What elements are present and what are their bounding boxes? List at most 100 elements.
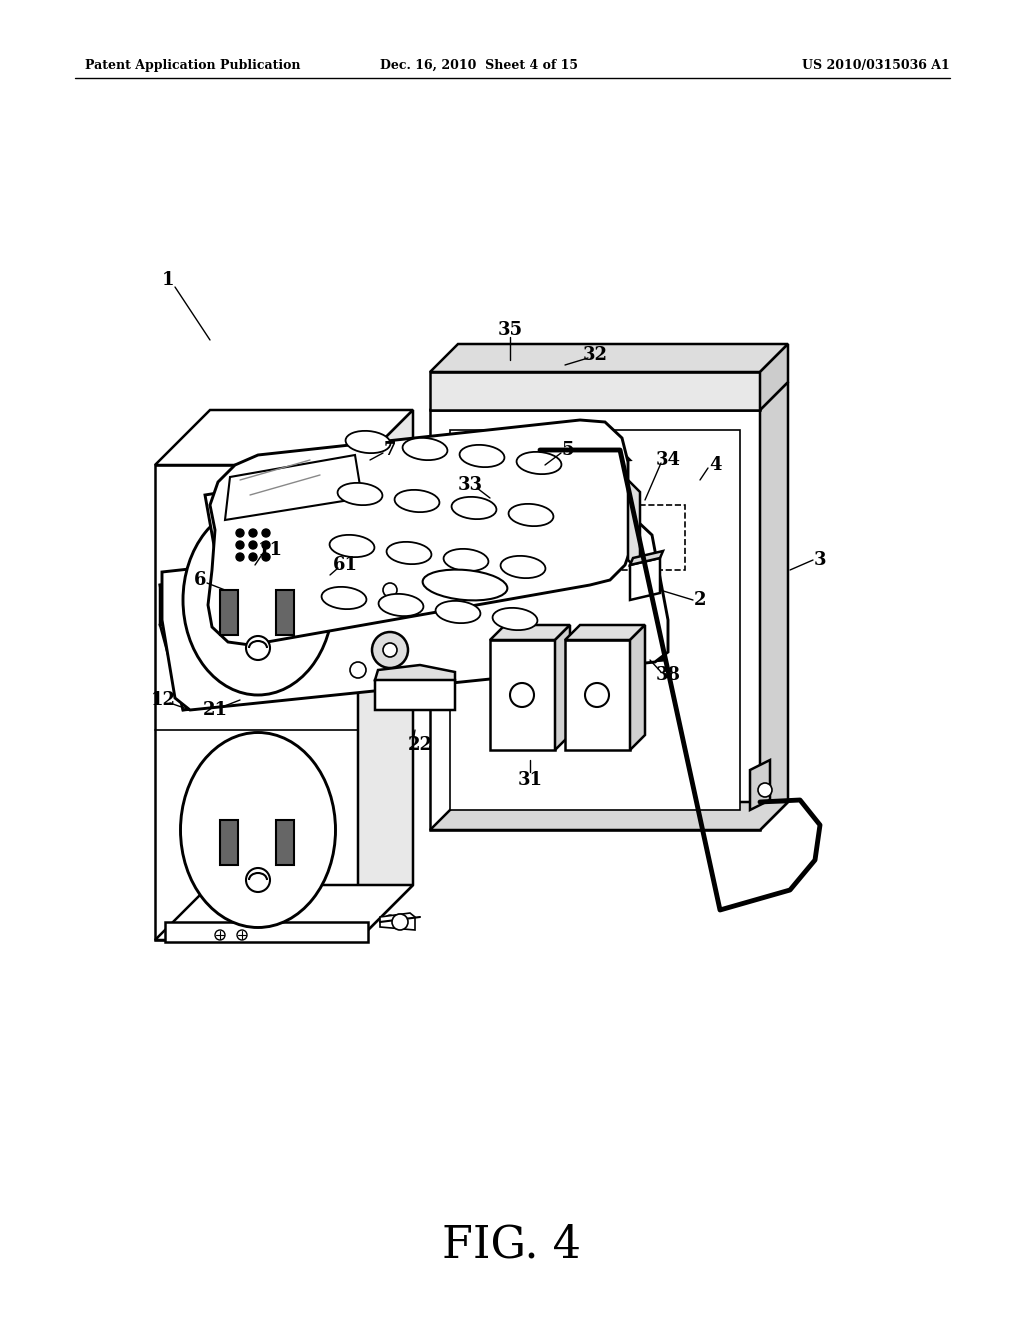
Circle shape bbox=[237, 931, 247, 940]
Text: 2: 2 bbox=[693, 591, 707, 609]
Ellipse shape bbox=[516, 451, 561, 474]
Polygon shape bbox=[490, 624, 570, 640]
Polygon shape bbox=[220, 590, 238, 635]
Polygon shape bbox=[760, 381, 788, 830]
Polygon shape bbox=[276, 590, 294, 635]
Polygon shape bbox=[162, 520, 668, 710]
Ellipse shape bbox=[501, 556, 546, 578]
Circle shape bbox=[249, 541, 257, 549]
Text: 12: 12 bbox=[151, 690, 175, 709]
Circle shape bbox=[246, 636, 270, 660]
Ellipse shape bbox=[460, 445, 505, 467]
Ellipse shape bbox=[423, 570, 507, 601]
Circle shape bbox=[372, 572, 408, 609]
Polygon shape bbox=[555, 624, 570, 750]
Polygon shape bbox=[430, 372, 760, 411]
Text: 7: 7 bbox=[384, 441, 396, 459]
Polygon shape bbox=[160, 535, 663, 710]
Circle shape bbox=[246, 869, 270, 892]
Text: Patent Application Publication: Patent Application Publication bbox=[85, 58, 300, 71]
Polygon shape bbox=[155, 884, 413, 940]
Text: Dec. 16, 2010  Sheet 4 of 15: Dec. 16, 2010 Sheet 4 of 15 bbox=[380, 58, 578, 71]
Text: 32: 32 bbox=[583, 346, 607, 364]
Polygon shape bbox=[490, 640, 555, 750]
Polygon shape bbox=[630, 558, 660, 601]
Polygon shape bbox=[225, 455, 362, 520]
Circle shape bbox=[262, 541, 270, 549]
Circle shape bbox=[236, 553, 244, 561]
Text: 4: 4 bbox=[709, 455, 721, 474]
Polygon shape bbox=[430, 345, 788, 372]
Polygon shape bbox=[450, 430, 740, 810]
Text: 31: 31 bbox=[517, 771, 543, 789]
Polygon shape bbox=[430, 803, 788, 830]
Polygon shape bbox=[565, 624, 645, 640]
Ellipse shape bbox=[345, 430, 390, 453]
Text: 35: 35 bbox=[498, 321, 522, 339]
Text: 38: 38 bbox=[655, 667, 681, 684]
Text: 21: 21 bbox=[203, 701, 227, 719]
Text: US 2010/0315036 A1: US 2010/0315036 A1 bbox=[802, 58, 950, 71]
Text: 1: 1 bbox=[162, 271, 174, 289]
Polygon shape bbox=[250, 425, 630, 495]
Circle shape bbox=[249, 553, 257, 561]
Circle shape bbox=[392, 913, 408, 931]
Circle shape bbox=[385, 915, 395, 925]
Polygon shape bbox=[750, 760, 770, 810]
Polygon shape bbox=[160, 535, 640, 624]
Polygon shape bbox=[430, 411, 760, 830]
Ellipse shape bbox=[443, 549, 488, 572]
Polygon shape bbox=[630, 624, 645, 750]
Ellipse shape bbox=[322, 587, 367, 609]
Ellipse shape bbox=[493, 609, 538, 630]
Polygon shape bbox=[358, 411, 413, 940]
Polygon shape bbox=[160, 576, 663, 710]
Circle shape bbox=[249, 529, 257, 537]
Polygon shape bbox=[155, 465, 358, 940]
Polygon shape bbox=[375, 675, 455, 710]
Circle shape bbox=[215, 931, 225, 940]
Polygon shape bbox=[375, 665, 455, 680]
Circle shape bbox=[236, 541, 244, 549]
Text: 11: 11 bbox=[257, 541, 283, 558]
Polygon shape bbox=[155, 411, 413, 465]
Text: FIG. 4: FIG. 4 bbox=[442, 1224, 582, 1267]
Polygon shape bbox=[565, 640, 630, 750]
Text: 6: 6 bbox=[194, 572, 206, 589]
Circle shape bbox=[758, 783, 772, 797]
Circle shape bbox=[262, 529, 270, 537]
Circle shape bbox=[262, 553, 270, 561]
Polygon shape bbox=[430, 381, 788, 411]
Polygon shape bbox=[630, 550, 663, 565]
Circle shape bbox=[383, 583, 397, 597]
Ellipse shape bbox=[379, 594, 424, 616]
Ellipse shape bbox=[435, 601, 480, 623]
Polygon shape bbox=[640, 535, 663, 660]
Ellipse shape bbox=[387, 543, 431, 564]
Text: 3: 3 bbox=[814, 550, 826, 569]
Polygon shape bbox=[370, 572, 410, 668]
Ellipse shape bbox=[183, 506, 333, 696]
Circle shape bbox=[585, 682, 609, 708]
Ellipse shape bbox=[402, 438, 447, 461]
Polygon shape bbox=[208, 420, 632, 645]
Circle shape bbox=[372, 632, 408, 668]
Polygon shape bbox=[220, 820, 238, 865]
Polygon shape bbox=[250, 425, 605, 601]
Polygon shape bbox=[628, 480, 640, 572]
Ellipse shape bbox=[509, 504, 553, 527]
Polygon shape bbox=[165, 921, 368, 942]
Polygon shape bbox=[276, 820, 294, 865]
Text: 61: 61 bbox=[333, 556, 357, 574]
Ellipse shape bbox=[180, 733, 336, 928]
Text: 33: 33 bbox=[458, 477, 482, 494]
Polygon shape bbox=[380, 913, 415, 931]
Circle shape bbox=[383, 643, 397, 657]
Bar bbox=[595, 506, 685, 570]
Circle shape bbox=[510, 682, 534, 708]
Polygon shape bbox=[760, 345, 788, 411]
Ellipse shape bbox=[330, 535, 375, 557]
Text: 22: 22 bbox=[408, 737, 432, 754]
Circle shape bbox=[236, 529, 244, 537]
Polygon shape bbox=[205, 432, 620, 624]
